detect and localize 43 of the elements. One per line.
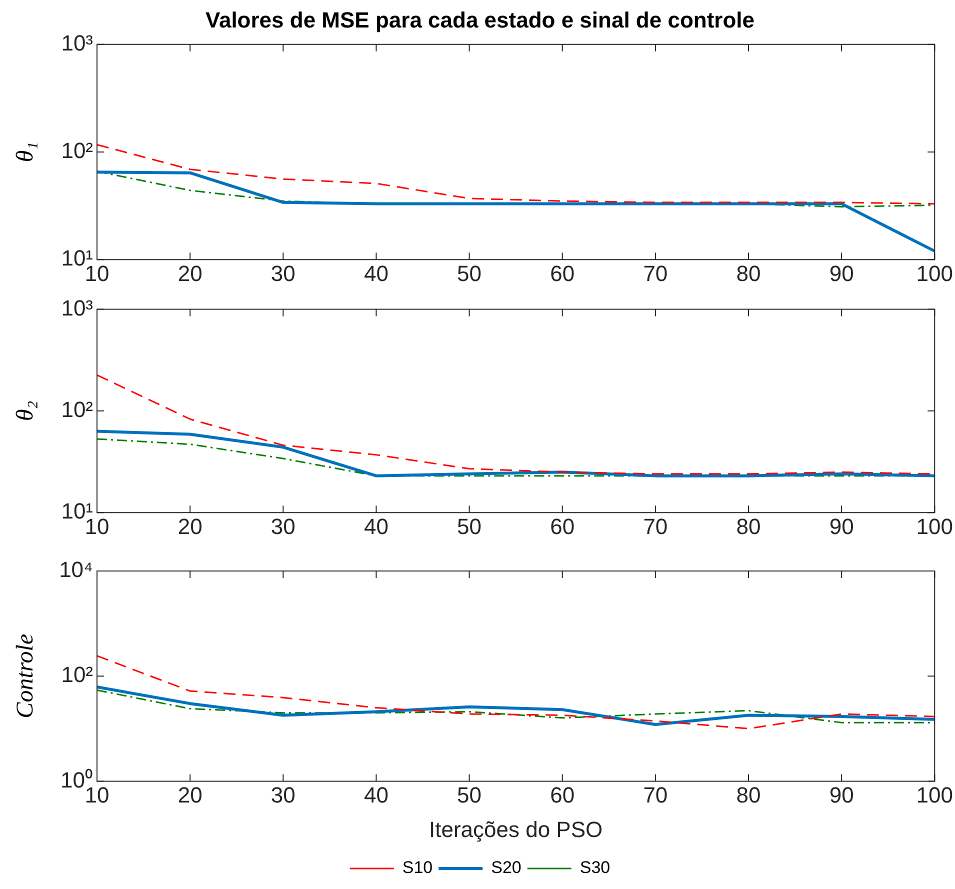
x-tick-label: 50: [457, 514, 482, 539]
x-tick-label: 80: [736, 782, 761, 808]
x-tick-label: 70: [643, 514, 668, 539]
line-series: [97, 144, 935, 205]
x-tick-label: 70: [643, 260, 668, 286]
x-tick-label: 100: [916, 514, 954, 539]
x-tick-label: 70: [643, 782, 668, 808]
x-tick-label: 50: [457, 782, 482, 808]
x-tick-label: 80: [736, 514, 761, 539]
x-tick-label: 90: [829, 782, 854, 808]
legend-label: S30: [580, 858, 610, 878]
y-tick-label: 10²: [61, 396, 93, 422]
x-tick-label: 80: [736, 260, 761, 286]
y-tick-label: 10⁴: [59, 557, 93, 582]
x-tick-label: 20: [178, 514, 202, 539]
x-tick-label: 40: [364, 514, 388, 539]
x-tick-label: 20: [178, 782, 202, 808]
x-tick-label: 20: [178, 260, 202, 286]
x-axis-title: Iterações do PSO: [428, 816, 603, 842]
legend-label: S20: [491, 858, 522, 878]
y-axis-title: θ₁: [12, 142, 39, 162]
x-tick-label: 60: [550, 782, 575, 808]
line-series: [97, 655, 935, 730]
x-tick-label: 60: [550, 260, 575, 286]
x-tick-label: 50: [457, 260, 482, 286]
x-tick-label: 30: [270, 782, 296, 808]
x-tick-label: 60: [550, 514, 575, 539]
y-axis-title: θ₂: [12, 400, 39, 421]
x-tick-label: 40: [364, 260, 388, 286]
x-tick-label: 40: [364, 782, 388, 808]
legend-label: S10: [402, 858, 433, 878]
y-tick-label: 10²: [61, 662, 93, 688]
x-tick-label: 90: [829, 514, 854, 539]
y-tick-label: 10²: [61, 138, 93, 164]
x-tick-label: 30: [270, 260, 296, 286]
y-axis-title: Controle: [12, 634, 39, 718]
x-tick-label: 100: [916, 782, 954, 808]
x-tick-label: 100: [916, 260, 954, 286]
chart-title: Valores de MSE para cada estado e sinal de controle: [206, 7, 754, 32]
y-tick-label: 10³: [61, 30, 93, 56]
y-tick-label: 10³: [61, 295, 93, 320]
x-tick-label: 30: [270, 514, 296, 539]
x-tick-label: 90: [829, 260, 854, 286]
